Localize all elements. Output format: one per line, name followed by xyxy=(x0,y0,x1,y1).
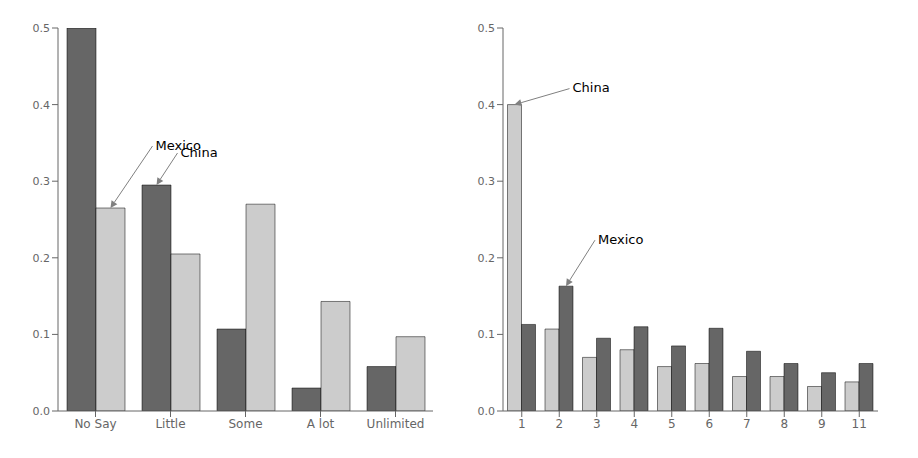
svg-text:0.2: 0.2 xyxy=(33,252,51,265)
svg-text:Some: Some xyxy=(228,417,262,431)
svg-text:A lot: A lot xyxy=(307,417,335,431)
svg-text:0.1: 0.1 xyxy=(478,328,496,341)
svg-text:Mexico: Mexico xyxy=(598,232,643,247)
svg-text:9: 9 xyxy=(818,417,826,431)
svg-text:1: 1 xyxy=(518,417,526,431)
svg-text:0.3: 0.3 xyxy=(33,175,51,188)
svg-text:7: 7 xyxy=(743,417,751,431)
svg-text:China: China xyxy=(573,80,610,95)
svg-text:5: 5 xyxy=(668,417,676,431)
svg-text:8: 8 xyxy=(780,417,788,431)
svg-text:0.4: 0.4 xyxy=(478,99,496,112)
svg-text:Mexico: Mexico xyxy=(156,138,201,153)
svg-text:0.4: 0.4 xyxy=(33,99,51,112)
svg-text:0.2: 0.2 xyxy=(478,252,496,265)
svg-text:4: 4 xyxy=(630,417,638,431)
svg-text:0.5: 0.5 xyxy=(33,22,51,35)
svg-text:0.5: 0.5 xyxy=(478,22,496,35)
svg-text:No Say: No Say xyxy=(74,417,116,431)
svg-text:Little: Little xyxy=(155,417,185,431)
svg-text:11: 11 xyxy=(852,417,867,431)
svg-text:0.0: 0.0 xyxy=(478,405,496,418)
svg-text:Unlimited: Unlimited xyxy=(367,417,425,431)
svg-text:2: 2 xyxy=(555,417,563,431)
svg-text:0.0: 0.0 xyxy=(33,405,51,418)
svg-text:0.1: 0.1 xyxy=(33,328,51,341)
svg-text:6: 6 xyxy=(705,417,713,431)
svg-text:3: 3 xyxy=(593,417,601,431)
svg-text:0.3: 0.3 xyxy=(478,175,496,188)
